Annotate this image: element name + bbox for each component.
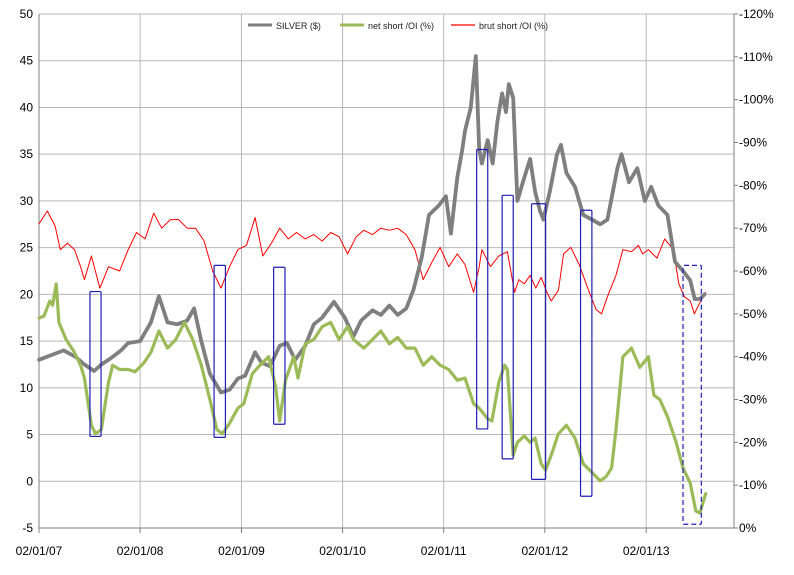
x-tick-label: 02/01/13 [623,544,670,558]
y-right-tick-label: -120% [739,7,774,21]
y-right-tick-label: -30% [739,393,767,407]
legend-label-silver: SILVER ($) [276,21,321,31]
y-left-tick-label: 20 [20,287,34,301]
y-right-tick-label: -110% [739,50,773,64]
y-left-tick-label: 10 [20,381,34,395]
y-right-tick-label: -60% [739,264,767,278]
highlight-box [579,209,593,497]
y-left-tick-label: 35 [20,147,34,161]
series-line-silver [37,54,707,395]
series-line-brut-short [38,210,707,315]
y-right-tick-label: -40% [739,350,767,364]
series-layer [37,54,708,515]
y-left-tick-label: 45 [20,54,34,68]
y-right-tick-label: 0% [739,521,757,535]
highlight-box [476,148,489,430]
x-tick-label: 02/01/07 [16,544,63,558]
axes: -5 0 5 10 15 20 25 30 35 40 45 50 02/01/07 02/01/08 02… [16,7,774,558]
series-line-net-short [37,282,708,515]
y-left-tick-label: 40 [20,100,34,114]
x-tick-label: 02/01/08 [117,544,164,558]
y-left-tick-label: -5 [22,521,33,535]
y-right-tick-label: -80% [739,178,767,192]
legend-label-brut-short: brut short /OI (%) [479,21,548,31]
x-tick-label: 02/01/11 [421,544,467,558]
y-left-tick-label: 0 [26,474,33,488]
y-right-tick-label: -70% [739,221,767,235]
x-tick-label: 02/01/12 [521,544,568,558]
y-right-tick-label: -20% [739,435,767,449]
y-right-tick-label: -10% [739,478,767,492]
highlight-box [89,290,102,438]
x-tick-label: 02/01/10 [319,544,366,558]
highlight-boxes [89,148,702,525]
y-left-tick-label: 25 [20,241,34,255]
legend-label-net-short: net short /OI (%) [368,21,434,31]
gridlines [39,13,734,528]
highlight-box [213,264,227,438]
y-right-tick-label: -50% [739,307,767,321]
highlight-box [682,264,702,525]
x-tick-label: 02/01/09 [218,544,265,558]
highlight-box [273,266,286,425]
y-right-tick-label: -100% [739,93,774,107]
highlight-box [530,203,547,481]
y-left-tick-label: 30 [20,194,34,208]
legend: SILVER ($) net short /OI (%) brut short … [248,21,548,31]
y-left-tick-label: 50 [20,7,34,21]
y-right-tick-label: -90% [739,136,767,150]
y-left-tick-label: 15 [20,334,34,348]
highlight-box [501,194,514,460]
y-left-tick-label: 5 [26,428,33,442]
